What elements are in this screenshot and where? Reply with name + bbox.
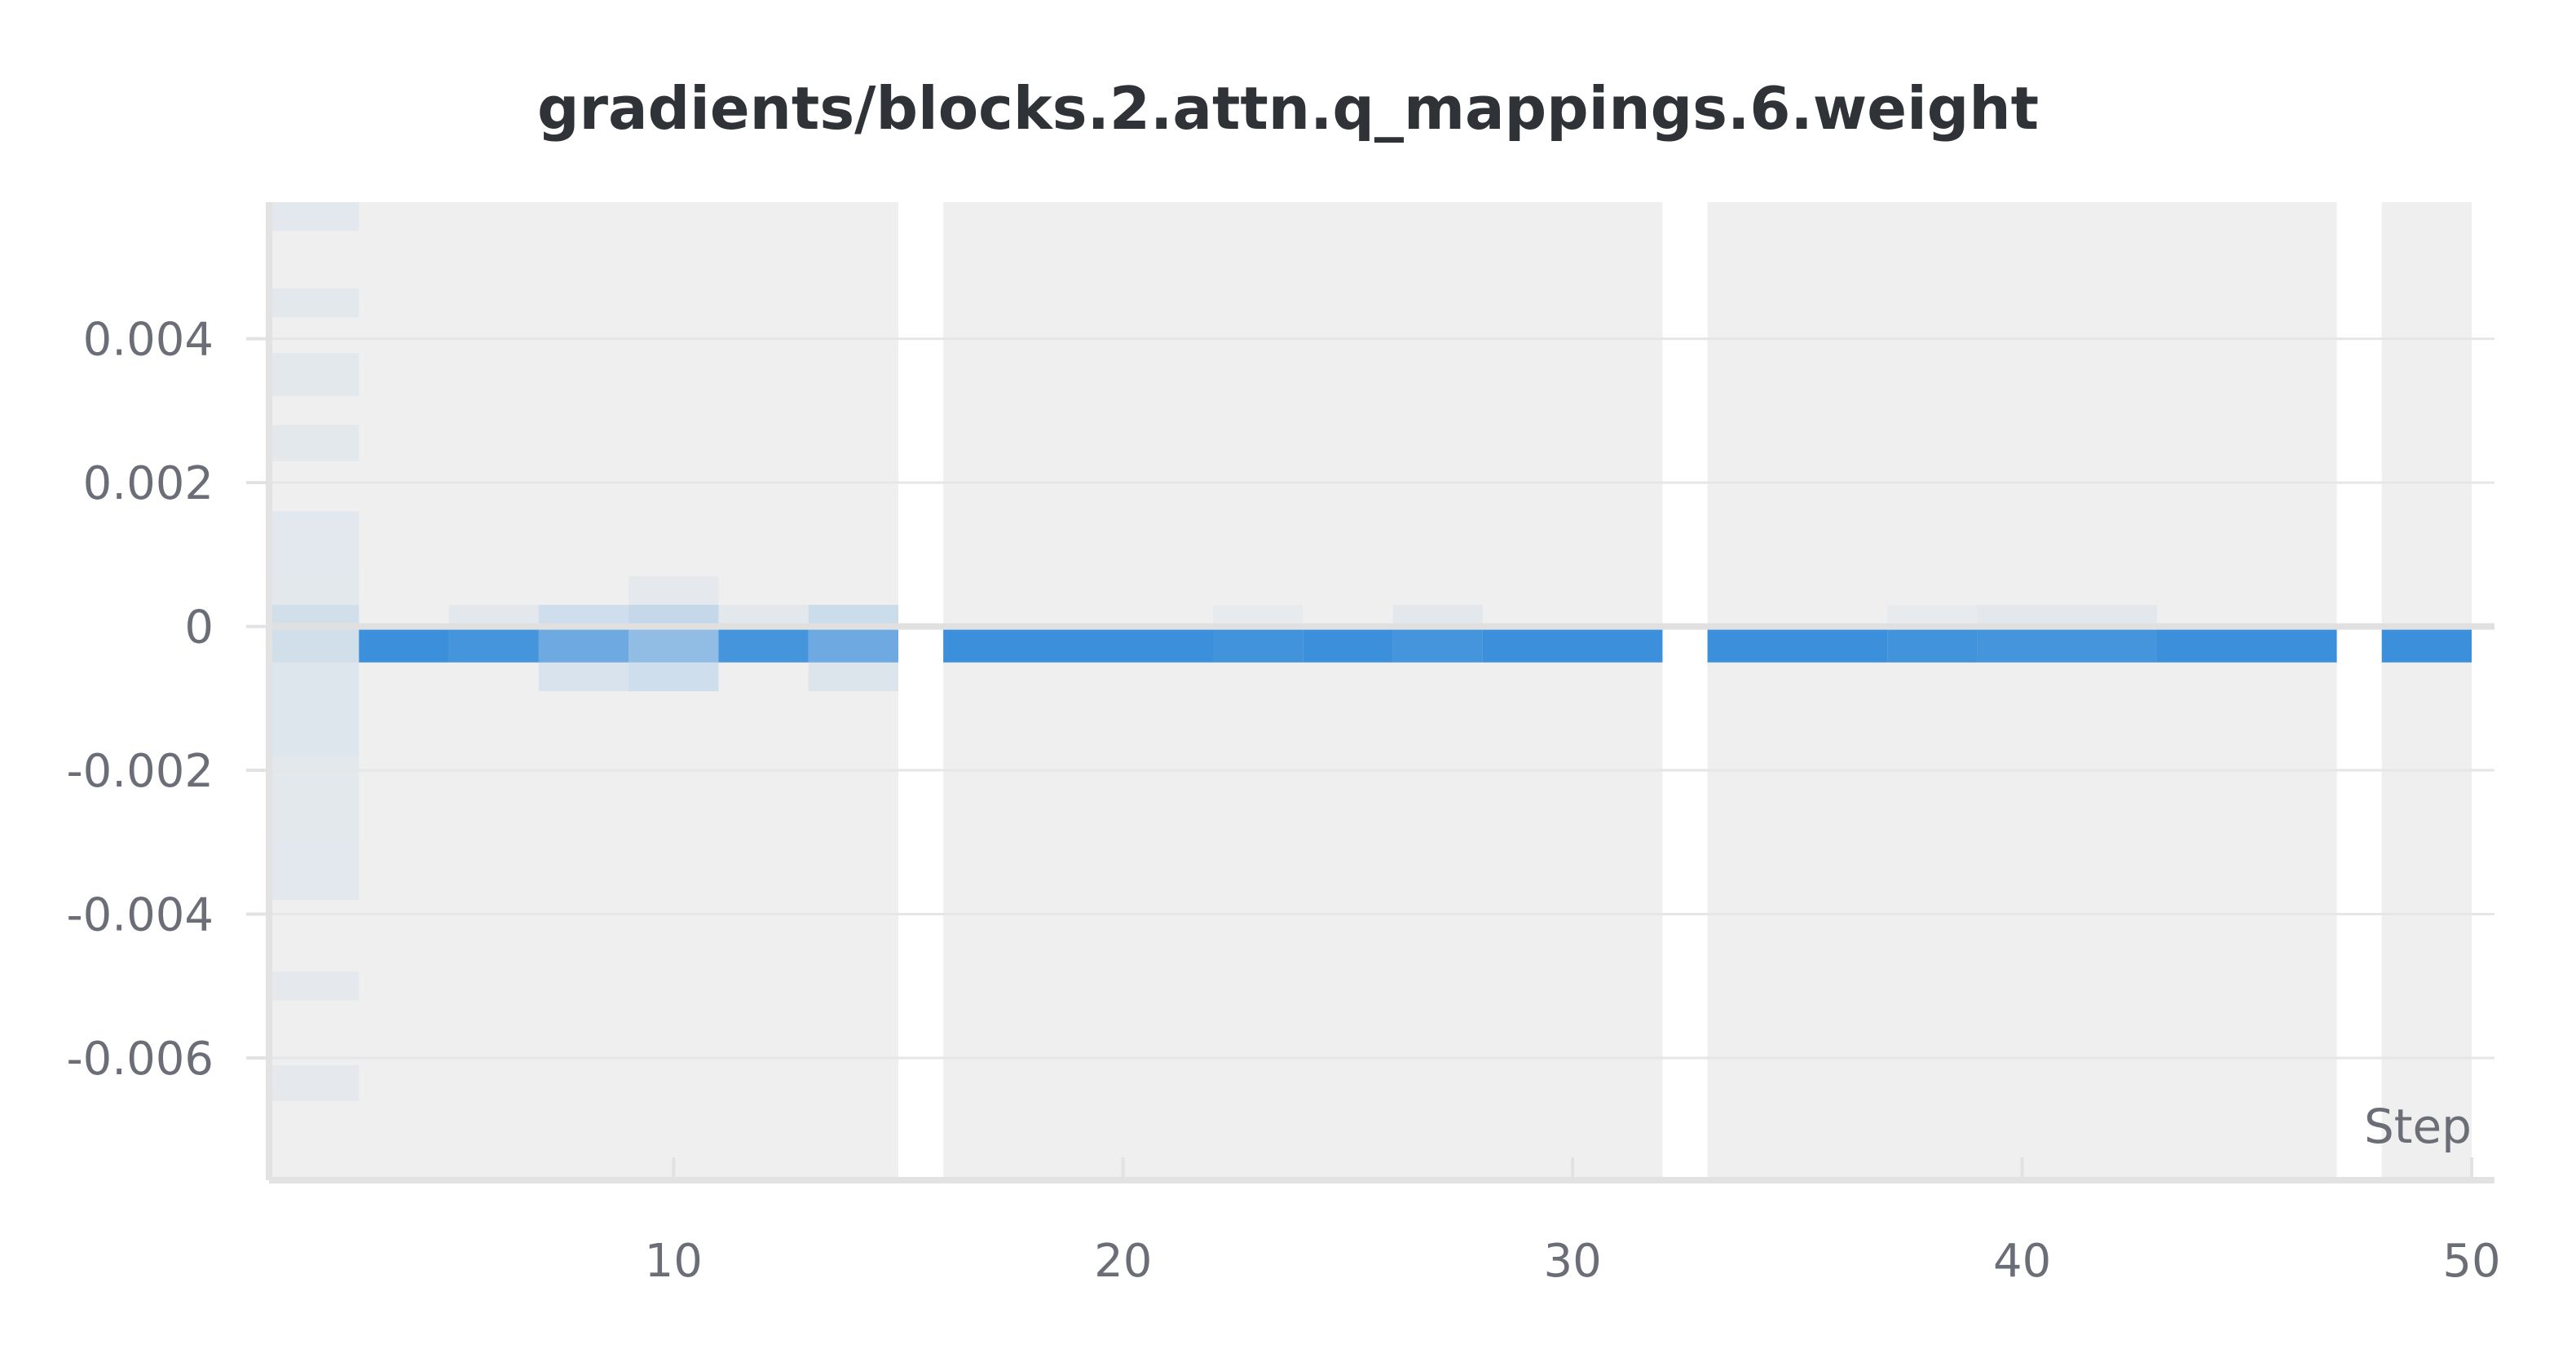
heatmap-cell	[359, 626, 449, 663]
heatmap-cell	[269, 972, 359, 1001]
heatmap-cell	[1213, 626, 1303, 663]
heatmap-cell	[269, 425, 359, 461]
heatmap-cell	[2381, 626, 2472, 663]
step-band	[269, 202, 898, 1180]
heatmap-cell	[448, 605, 539, 627]
heatmap-cell	[1887, 605, 1978, 627]
x-tick-label: 50	[2442, 1235, 2500, 1288]
y-tick-label: 0.002	[83, 457, 214, 510]
heatmap-cell	[718, 605, 809, 627]
heatmap-cell	[269, 353, 359, 397]
x-tick-label: 30	[1544, 1235, 1602, 1288]
heatmap-cell	[808, 662, 898, 691]
heatmap-cell	[1213, 605, 1303, 627]
heatmap-cell	[943, 626, 1213, 663]
heatmap-cell	[808, 626, 898, 663]
heatmap-cell	[629, 626, 719, 663]
y-tick-label: 0	[184, 602, 214, 654]
step-band	[1707, 202, 2337, 1180]
heatmap-cell	[808, 605, 898, 627]
heatmap-cell	[1392, 605, 1483, 627]
heatmap-cell	[269, 569, 359, 606]
heatmap-cell	[629, 662, 719, 691]
heatmap-cell	[629, 575, 719, 606]
chart-title: gradients/blocks.2.attn.q_mappings.6.wei…	[537, 74, 2039, 143]
heatmap-cell	[269, 1064, 359, 1101]
heatmap-cell	[538, 626, 629, 663]
step-band	[2381, 202, 2472, 1180]
heatmap-cell	[1303, 626, 1393, 663]
heatmap-cell	[269, 511, 359, 569]
x-tick-label: 40	[1993, 1235, 2051, 1288]
heatmap-cell	[1482, 626, 1663, 663]
heatmap-cell	[1887, 626, 1978, 663]
heatmap-cell	[269, 756, 359, 843]
y-tick-label: -0.002	[66, 745, 214, 798]
heatmap-cell	[538, 662, 629, 691]
heatmap-cell	[718, 626, 809, 663]
y-tick-label: 0.004	[83, 314, 214, 367]
x-axis-label: Step	[2364, 1099, 2472, 1154]
y-tick-label: -0.004	[66, 889, 214, 942]
heatmap-cell	[1977, 626, 2157, 663]
heatmap-cell	[448, 626, 539, 663]
step-band	[943, 202, 1663, 1180]
heatmap-cell	[269, 662, 359, 756]
x-tick-label: 10	[645, 1235, 703, 1288]
heatmap-cell	[269, 605, 359, 663]
heatmap-cell	[1707, 626, 1888, 663]
heatmap-cell	[2157, 626, 2337, 663]
heatmap-cell	[538, 605, 629, 627]
heatmap-cell	[1977, 605, 2157, 627]
heatmap-cell	[269, 288, 359, 318]
heatmap-cell	[269, 842, 359, 900]
y-tick-label: -0.006	[66, 1033, 214, 1086]
heatmap-cell	[629, 605, 719, 627]
heatmap-cell	[1392, 626, 1483, 663]
heatmap-cell	[269, 202, 359, 231]
x-tick-label: 20	[1094, 1235, 1152, 1288]
